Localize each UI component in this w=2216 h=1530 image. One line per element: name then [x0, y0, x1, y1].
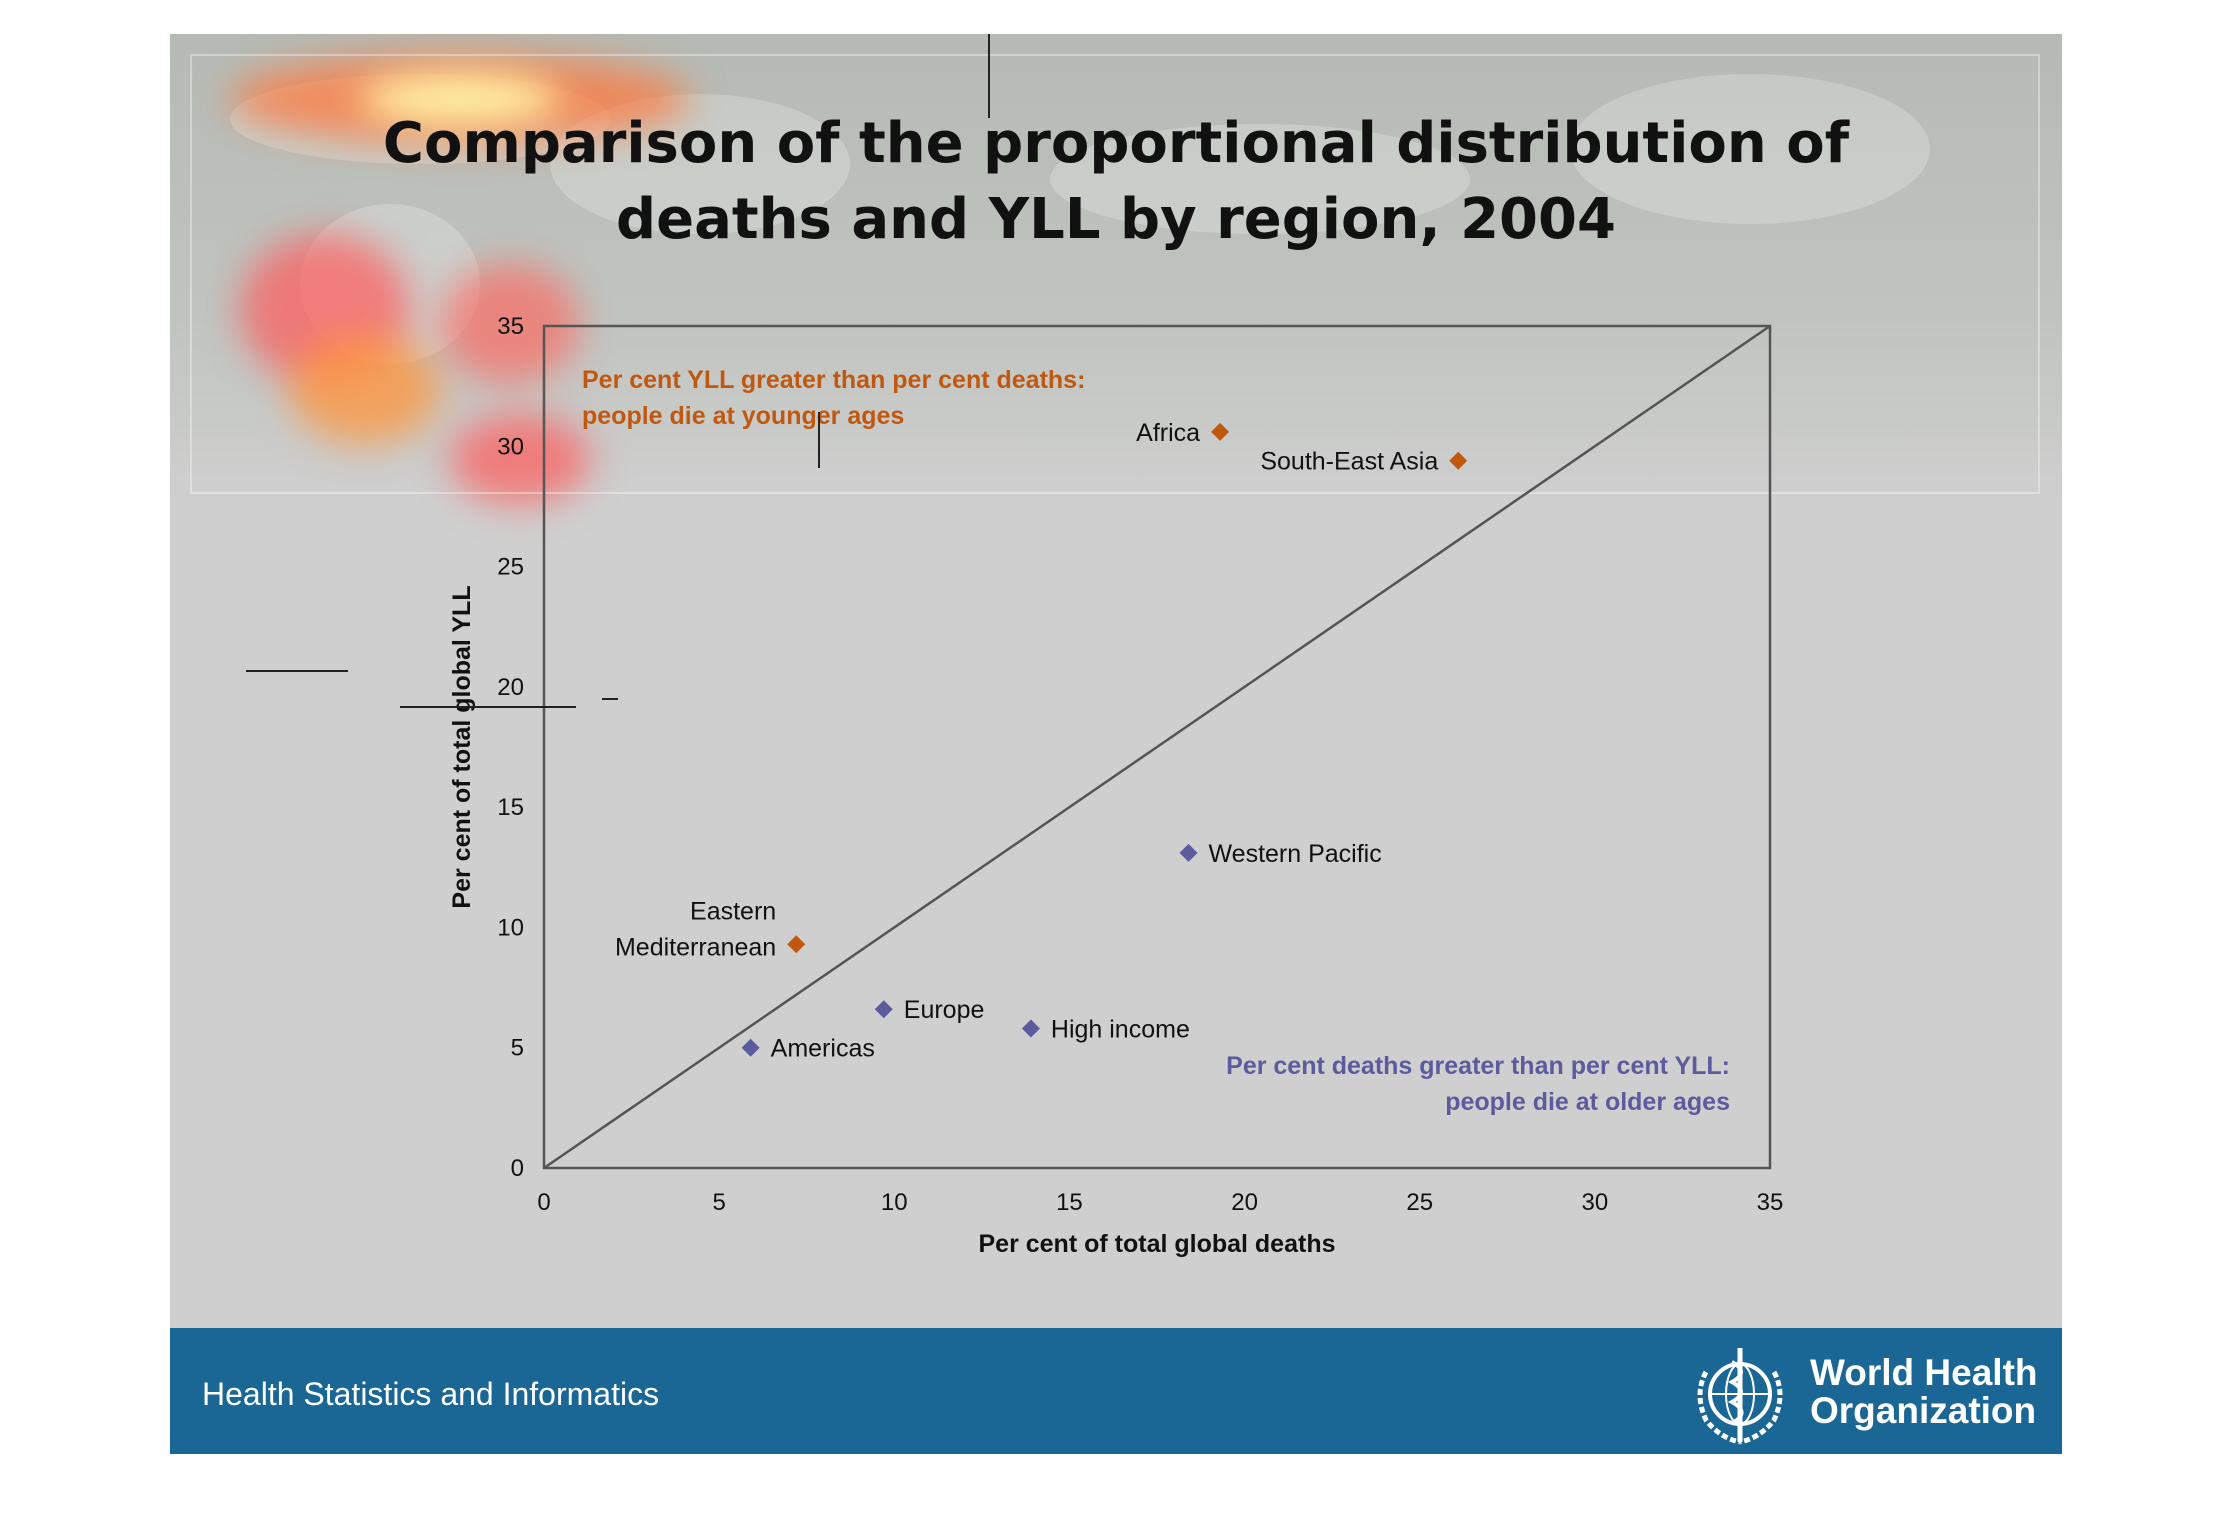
slide: Comparison of the proportional distribut…	[170, 34, 2062, 1454]
x-axis-label: Per cent of total global deaths	[979, 1230, 1336, 1258]
y-tick-label: 0	[511, 1155, 524, 1182]
heat-glow	[290, 334, 440, 444]
scatter-chart: 0 5 10 15 20 25 30 35 0 5 10 15 20 25 30 35 Per cent of …	[448, 313, 1784, 1258]
point-label: Mediterranean	[615, 933, 776, 961]
stray-line	[246, 670, 348, 672]
data-point	[874, 1000, 893, 1019]
data-point	[787, 935, 806, 954]
point-label: Eastern	[690, 897, 776, 925]
x-tick-label: 35	[1757, 1189, 1784, 1216]
map-banner	[170, 34, 2062, 504]
y-tick-label: 25	[497, 554, 524, 581]
x-tick-label: 25	[1406, 1189, 1433, 1216]
data-point	[741, 1038, 760, 1057]
x-tick-label: 5	[712, 1189, 725, 1216]
heat-glow	[440, 264, 580, 384]
x-tick-label: 10	[881, 1189, 908, 1216]
x-tick-label: 15	[1056, 1189, 1083, 1216]
plot-frame	[542, 324, 1772, 1170]
who-emblem-icon	[1697, 1348, 1783, 1445]
annotation-text: people die at older ages	[1445, 1088, 1730, 1116]
data-point	[1449, 451, 1468, 470]
who-name: World Health Organization	[1810, 1354, 2038, 1430]
stray-line	[602, 698, 618, 700]
data-point	[1211, 422, 1230, 441]
y-tick-label: 20	[497, 674, 524, 701]
point-label: High income	[1051, 1015, 1190, 1043]
point-label: South-East Asia	[1260, 448, 1438, 476]
annotation-text: Per cent YLL greater than per cent death…	[582, 366, 1085, 394]
y-tick-label: 35	[497, 313, 524, 340]
stray-line	[988, 34, 990, 118]
map-shape	[1050, 124, 1470, 234]
who-name-line-2: Organization	[1810, 1390, 2037, 1431]
x-tick-label: 30	[1582, 1189, 1609, 1216]
data-point	[1021, 1019, 1040, 1038]
y-tick-label: 30	[497, 433, 524, 460]
point-label: Americas	[771, 1035, 875, 1063]
footer-text: Health Statistics and Informatics	[202, 1376, 660, 1412]
x-tick-label: 0	[537, 1189, 550, 1216]
map-shape	[1570, 74, 1930, 224]
annotation-text: people die at younger ages	[582, 402, 904, 430]
diagonal-reference-line	[543, 324, 1771, 1170]
footer-bar: Health Statistics and Informatics World …	[170, 1328, 2062, 1454]
banner-frame	[190, 54, 2040, 494]
title-line-2: deaths and YLL by region, 2004	[616, 187, 1616, 252]
y-tick-label: 15	[497, 794, 524, 821]
y-tick-label: 5	[511, 1035, 524, 1062]
heat-glow	[360, 74, 560, 124]
stray-line	[818, 412, 820, 468]
point-label: Europe	[904, 996, 985, 1024]
heat-glow	[450, 414, 590, 504]
stray-line	[400, 706, 576, 708]
who-name-line-1: World Health	[1810, 1352, 2038, 1393]
data-point	[1179, 843, 1198, 862]
point-label: Africa	[1136, 419, 1200, 447]
slide-title: Comparison of the proportional distribut…	[170, 106, 2062, 258]
y-tick-label: 10	[497, 914, 524, 941]
point-label: Western Pacific	[1209, 840, 1382, 868]
annotation-text: Per cent deaths greater than per cent YL…	[1226, 1052, 1730, 1080]
x-tick-label: 20	[1231, 1189, 1258, 1216]
y-axis-label: Per cent of total global YLL	[448, 585, 476, 908]
title-line-1: Comparison of the proportional distribut…	[382, 111, 1850, 176]
